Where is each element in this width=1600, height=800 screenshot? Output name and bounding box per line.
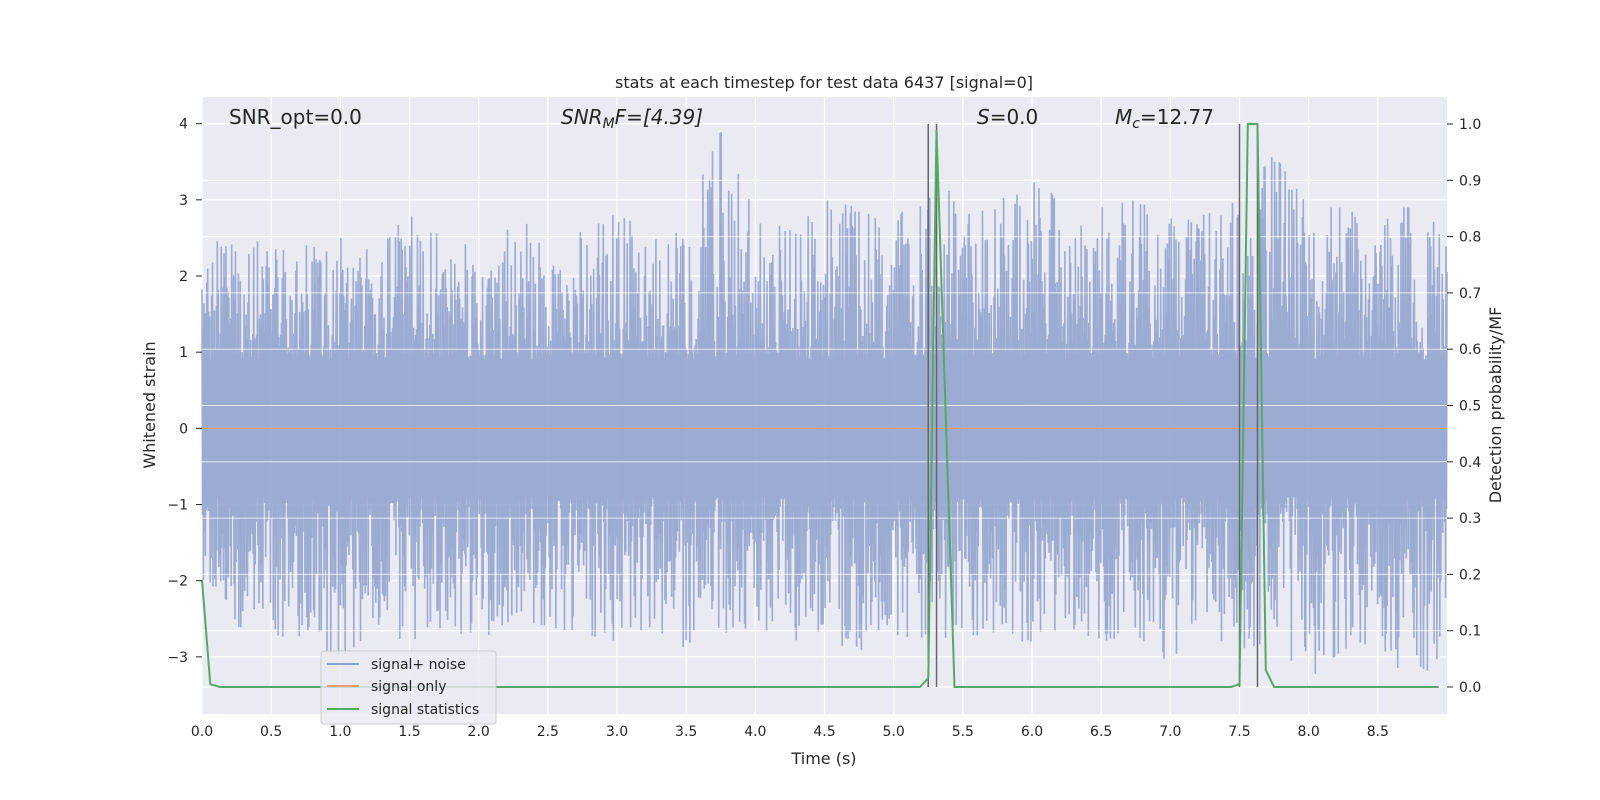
- x-tick-label: 1.5: [398, 724, 420, 740]
- y2-tick-label: 1.0: [1459, 117, 1481, 133]
- x-tick-label: 2.5: [537, 724, 559, 740]
- x-tick-label: 7.0: [1159, 724, 1181, 740]
- y-tick-label: −2: [167, 574, 188, 590]
- chart-title: stats at each timestep for test data 643…: [615, 73, 1033, 92]
- y2-tick-label: 0.3: [1459, 511, 1481, 527]
- y-tick-label: 4: [179, 117, 188, 133]
- y-tick-label: −1: [167, 498, 188, 514]
- y2-tick-label: 0.9: [1459, 173, 1481, 189]
- x-tick-label: 1.0: [329, 724, 351, 740]
- x-axis-label: Time (s): [790, 749, 856, 768]
- legend-label-signal-noise: signal+ noise: [371, 657, 466, 673]
- y-tick-label: 1: [179, 345, 188, 361]
- y2-tick-label: 0.4: [1459, 455, 1481, 471]
- snr-opt-annotation: SNR_opt=0.0: [229, 105, 362, 129]
- y-tick-label: 0: [179, 421, 188, 437]
- legend: signal+ noise signal only signal statist…: [320, 650, 497, 725]
- legend-label-signal-only: signal only: [371, 679, 446, 695]
- snr-mf-annotation: SNRMF=[4.39]: [561, 105, 703, 132]
- x-tick-label: 3.0: [606, 724, 628, 740]
- y2-tick-label: 0.8: [1459, 230, 1481, 246]
- y-tick-label: 3: [179, 193, 188, 209]
- x-tick-label: 6.5: [1090, 724, 1112, 740]
- x-tick-label: 3.5: [675, 724, 697, 740]
- x-tick-label: 7.5: [1228, 724, 1250, 740]
- data-marks: [201, 123, 1448, 688]
- y-tick-label: 2: [179, 269, 188, 285]
- y2-tick-label: 0.1: [1459, 624, 1481, 640]
- x-tick-label: 5.5: [952, 724, 974, 740]
- x-tick-label: 8.0: [1298, 724, 1320, 740]
- x-tick-label: 4.5: [813, 724, 835, 740]
- y-axis-label: Whitened strain: [140, 341, 159, 468]
- x-tick-label: 8.5: [1367, 724, 1389, 740]
- legend-label-signal-statistics: signal statistics: [371, 702, 479, 718]
- s-annotation: S=0.0: [977, 105, 1038, 129]
- y-tick-label: −3: [167, 650, 188, 666]
- x-tick-label: 2.0: [468, 724, 490, 740]
- y2-tick-label: 0.7: [1459, 286, 1481, 302]
- y2-tick-label: 0.2: [1459, 567, 1481, 583]
- x-tick-label: 5.0: [883, 724, 905, 740]
- x-tick-label: 6.0: [1021, 724, 1043, 740]
- legend-box: [320, 650, 497, 725]
- x-tick-label: 4.0: [744, 724, 766, 740]
- y2-tick-label: 0.5: [1459, 399, 1481, 415]
- ticks: 0.0 0.5 1.0 1.5 2.0 2.5 3.0 3.5 4.0 4.5 5.0 5.5 6.0 6…: [167, 117, 1481, 740]
- y2-tick-label: 0.0: [1459, 680, 1481, 696]
- y2-axis-label: Detection probability/MF: [1486, 307, 1505, 504]
- x-tick-label: 0.5: [260, 724, 282, 740]
- mc-annotation: Mc=12.77: [1115, 105, 1214, 132]
- x-tick-label: 0.0: [191, 724, 213, 740]
- y2-tick-label: 0.6: [1459, 342, 1481, 358]
